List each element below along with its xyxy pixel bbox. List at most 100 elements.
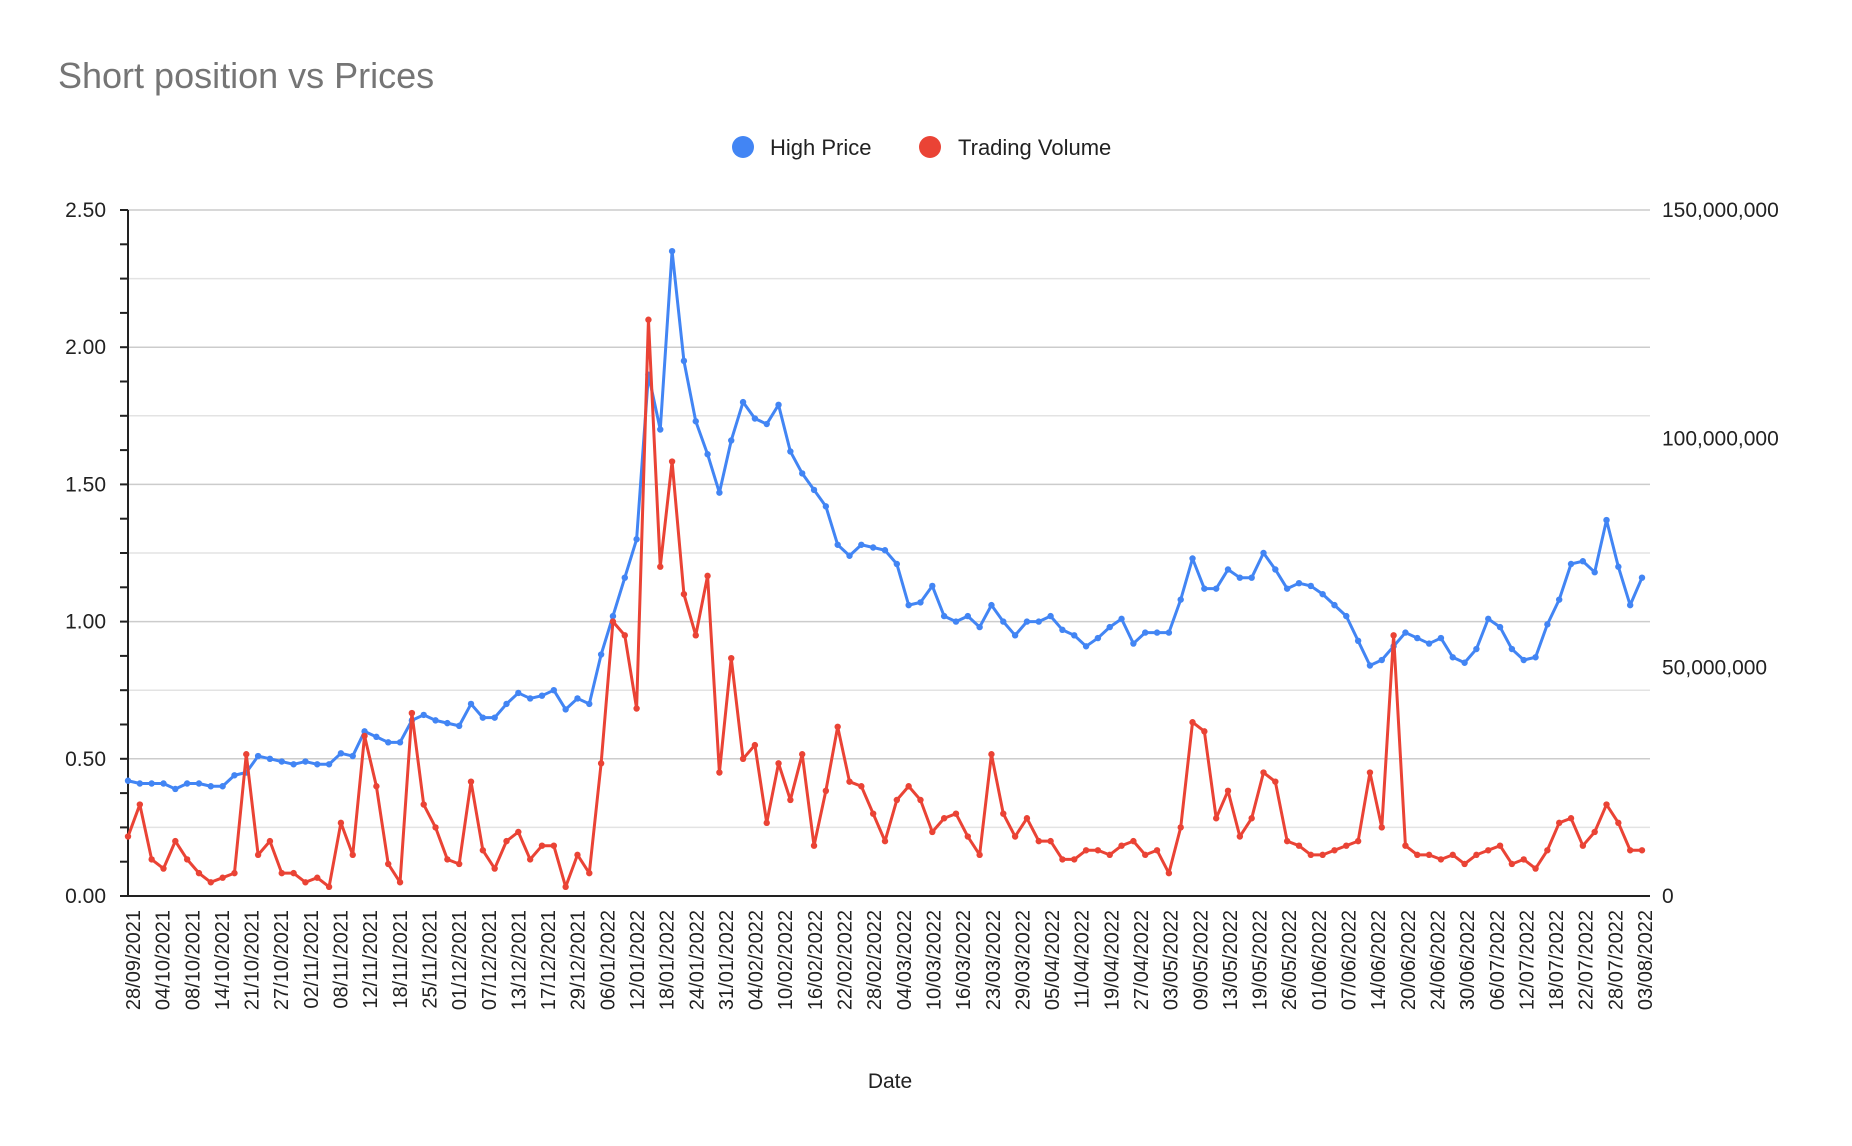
- data-point-trading-volume: [1544, 847, 1551, 854]
- data-point-high-price: [609, 612, 617, 620]
- data-point-trading-volume: [680, 590, 688, 598]
- data-point-high-price: [964, 612, 971, 620]
- y-left-tick-label: 2.50: [65, 199, 106, 222]
- data-point-high-price: [1283, 585, 1291, 592]
- data-point-trading-volume: [988, 751, 995, 758]
- data-point-trading-volume: [787, 796, 794, 804]
- data-point-trading-volume: [1366, 769, 1374, 776]
- x-tick-label: 12/01/2022: [627, 910, 649, 1010]
- data-point-trading-volume: [1603, 801, 1610, 808]
- data-point-high-price: [1236, 574, 1244, 581]
- y-left-tick-label: 2.00: [65, 336, 106, 359]
- data-point-trading-volume: [1260, 769, 1267, 776]
- data-point-trading-volume: [1059, 856, 1066, 863]
- data-point-trading-volume: [1295, 842, 1303, 849]
- data-point-trading-volume: [893, 796, 901, 804]
- legend-marker-high-price: [732, 136, 754, 158]
- data-point-trading-volume: [716, 769, 723, 776]
- x-tick-label: 04/03/2022: [894, 910, 916, 1010]
- data-point-trading-volume: [172, 837, 179, 845]
- data-point-high-price: [1260, 549, 1267, 557]
- data-point-trading-volume: [633, 705, 640, 712]
- data-point-trading-volume: [254, 851, 262, 859]
- x-tick-label: 08/10/2021: [182, 910, 204, 1010]
- x-tick-label: 11/04/2022: [1072, 910, 1094, 1009]
- legend: High Price Trading Volume: [732, 135, 1111, 160]
- x-tick-label: 13/12/2021: [508, 910, 530, 1010]
- data-point-high-price: [1118, 615, 1125, 623]
- x-tick-label: 07/12/2021: [479, 910, 501, 1010]
- data-point-high-price: [1520, 656, 1527, 664]
- data-point-trading-volume: [929, 828, 936, 836]
- data-point-high-price: [1461, 659, 1468, 666]
- data-point-high-price: [1059, 626, 1066, 634]
- data-point-trading-volume: [207, 879, 214, 886]
- data-point-high-price: [1402, 629, 1409, 636]
- x-tick-label: 24/01/2022: [686, 910, 708, 1010]
- data-point-trading-volume: [1402, 842, 1409, 849]
- data-point-high-price: [219, 783, 226, 790]
- data-point-trading-volume: [1201, 728, 1208, 735]
- data-point-trading-volume: [1638, 847, 1646, 854]
- data-point-high-price: [172, 785, 179, 793]
- x-tick-label: 16/03/2022: [953, 910, 975, 1010]
- x-tick-label: 20/06/2022: [1398, 910, 1420, 1010]
- data-point-trading-volume: [266, 837, 274, 845]
- x-tick-label: 27/04/2022: [1131, 910, 1153, 1010]
- data-point-trading-volume: [574, 851, 581, 859]
- x-tick-label: 13/05/2022: [1220, 910, 1242, 1010]
- data-point-high-price: [858, 541, 865, 548]
- data-point-high-price: [1153, 629, 1161, 636]
- x-tick-label: 28/02/2022: [864, 910, 886, 1010]
- data-point-high-price: [491, 714, 498, 721]
- data-point-high-price: [455, 722, 463, 730]
- data-point-trading-volume: [1094, 847, 1102, 854]
- data-point-trading-volume: [692, 632, 699, 639]
- data-point-trading-volume: [763, 819, 770, 827]
- data-point-high-price: [314, 761, 321, 768]
- data-point-high-price: [266, 755, 274, 762]
- x-tick-label: 22/02/2022: [835, 910, 857, 1010]
- data-point-trading-volume: [124, 833, 132, 840]
- data-point-trading-volume: [1520, 856, 1527, 863]
- data-point-trading-volume: [586, 869, 593, 877]
- data-point-high-price: [562, 706, 569, 713]
- data-point-high-price: [302, 758, 309, 765]
- data-point-trading-volume: [905, 783, 912, 790]
- x-tick-label: 06/07/2022: [1487, 910, 1509, 1010]
- data-point-high-price: [231, 772, 238, 779]
- gridlines: [128, 209, 1650, 829]
- data-point-high-price: [763, 420, 770, 428]
- data-point-high-price: [503, 700, 510, 708]
- data-point-trading-volume: [1224, 787, 1232, 795]
- y-left-tick-label: 1.00: [65, 611, 106, 634]
- data-point-high-price: [1343, 612, 1350, 620]
- x-tick-label: 17/12/2021: [538, 910, 560, 1010]
- data-point-trading-volume: [728, 654, 735, 662]
- x-tick-label: 31/01/2022: [716, 910, 738, 1010]
- data-point-high-price: [479, 714, 487, 721]
- data-point-high-price: [846, 552, 853, 559]
- data-point-trading-volume: [1071, 856, 1078, 863]
- data-point-high-price: [633, 536, 640, 543]
- series-line-trading-volume: [126, 318, 1642, 889]
- data-point-trading-volume: [325, 883, 333, 891]
- data-point-trading-volume: [396, 879, 404, 886]
- data-point-trading-volume: [1011, 833, 1019, 840]
- data-point-trading-volume: [349, 851, 356, 859]
- axes: 0.00 0.50 1.00 1.50 2.00 2.50 0 50,000,000 100,0…: [65, 199, 1779, 1010]
- data-point-trading-volume: [846, 778, 853, 785]
- y-right-tick-label: 100,000,000: [1662, 428, 1779, 451]
- x-tick-label: 18/11/2021: [390, 910, 412, 1009]
- x-tick-label: 27/10/2021: [271, 910, 293, 1010]
- data-point-trading-volume: [1414, 851, 1421, 859]
- data-point-high-price: [893, 560, 901, 568]
- data-point-trading-volume: [1485, 847, 1492, 854]
- x-tick-label: 04/02/2022: [746, 910, 768, 1010]
- data-point-trading-volume: [822, 787, 830, 795]
- data-point-high-price: [1532, 654, 1539, 661]
- data-point-high-price: [692, 418, 699, 425]
- data-point-high-price: [917, 599, 924, 606]
- data-point-trading-volume: [940, 815, 948, 822]
- data-point-high-price: [1603, 516, 1610, 524]
